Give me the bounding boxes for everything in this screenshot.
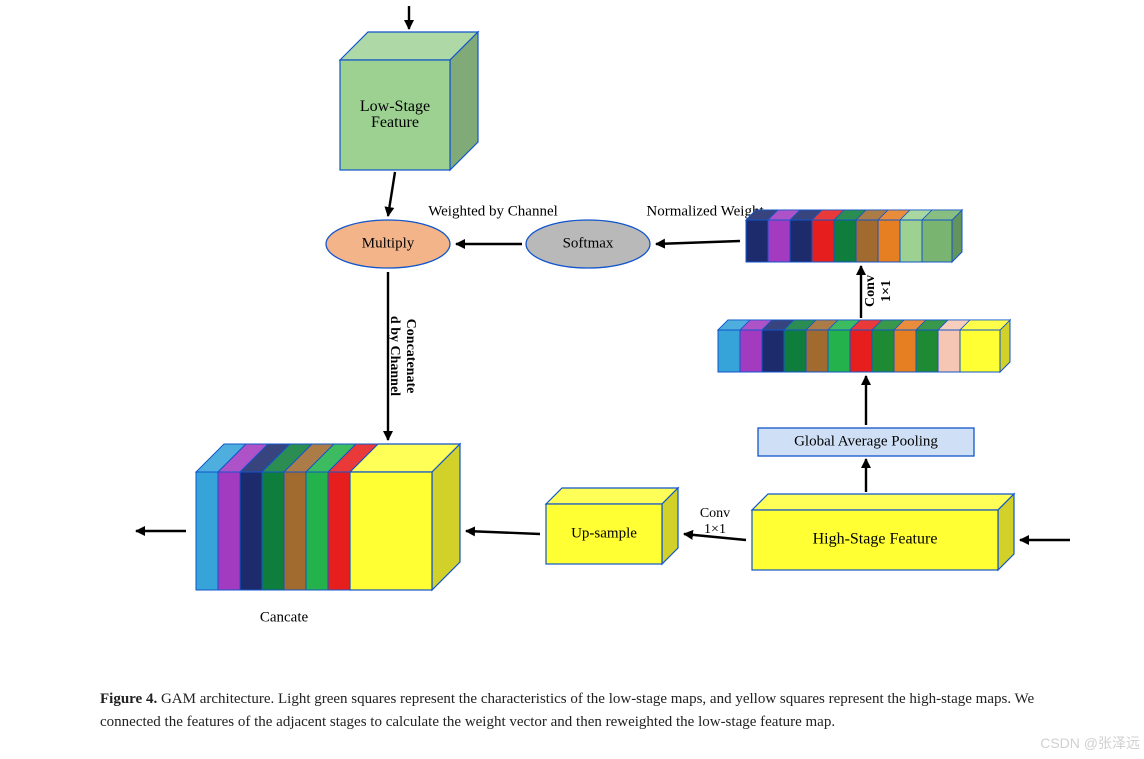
concat-vert-2: d by Channel [387, 316, 402, 396]
conv-vert: Conv [863, 275, 878, 307]
cancate-slab [262, 472, 284, 590]
vector-12-row [718, 320, 1010, 372]
normalized-label: Normalized Weight [646, 203, 764, 219]
conv-vert-2: 1×1 [879, 280, 894, 302]
conv-1x1-vert-label: Conv1×1 [863, 275, 894, 307]
concat-vert-label: Concatenated by Channel [387, 316, 418, 396]
conv-horiz-2: 1×1 [704, 522, 726, 537]
diagram-stage: Low-StageFeatureMultiplySoftmaxWeighted … [0, 0, 1144, 759]
upsample-label: Up-sample [571, 525, 637, 541]
weighted-label: Weighted by Channel [428, 203, 558, 219]
arrow-upsample-cancate [466, 531, 540, 534]
cancate-slab [284, 472, 306, 590]
diagram-svg: Low-StageFeatureMultiplySoftmaxWeighted … [0, 0, 1144, 759]
cancate-slab [306, 472, 328, 590]
vector-9-row [746, 210, 962, 262]
concat-vert-1: Concatenate [403, 319, 418, 394]
gap-label: Global Average Pooling [794, 433, 938, 449]
cancate-slab [240, 472, 262, 590]
softmax-label: Softmax [563, 235, 614, 251]
highstage-label: High-Stage Feature [813, 531, 938, 548]
conv-horiz-1: Conv [700, 506, 730, 521]
watermark: CSDN @张泽远 [1040, 733, 1140, 753]
cancate-label: Cancate [260, 609, 309, 625]
arrow-vec9-softmax [656, 241, 740, 244]
multiply-label: Multiply [362, 235, 415, 251]
figure-caption-text: GAM architecture. Light green squares re… [100, 691, 1034, 730]
cancate-slab [218, 472, 240, 590]
cancate-slab [196, 472, 218, 590]
cancate-slab [328, 472, 350, 590]
figure-caption-bold: Figure 4. [100, 691, 157, 707]
arrow-lowstage-multiply [388, 172, 395, 216]
figure-caption: Figure 4. GAM architecture. Light green … [100, 688, 1080, 735]
cancate-yellow [350, 444, 460, 590]
